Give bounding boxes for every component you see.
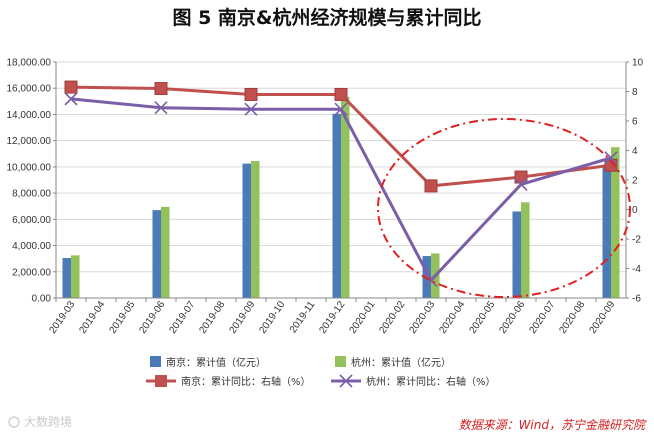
right-axis-tick-label: -6 (632, 294, 641, 305)
left-axis-tick-label: 12,000.00 (7, 136, 52, 147)
x-axis-tick-label: 2019-07 (167, 299, 197, 336)
bar-layer (62, 96, 620, 299)
legend-label: 杭州：累计同比：右轴（%） (366, 375, 496, 388)
x-axis-tick-label: 2019-10 (257, 299, 287, 336)
bar (611, 147, 620, 298)
line-point (424, 179, 438, 193)
x-axis-tick-label: 2019-11 (288, 299, 318, 335)
left-axis-tick-label: 4,000.00 (12, 241, 51, 252)
x-axis-tick-label: 2020-03 (407, 299, 437, 336)
watermark-logo-icon (8, 416, 20, 428)
x-axis-tick-label: 2019-08 (197, 299, 227, 336)
watermark: 大数跨境 (8, 414, 72, 429)
x-axis-tick-label: 2019-04 (77, 299, 107, 336)
legend-label: 杭州：累计值（亿元） (351, 356, 451, 369)
bar (341, 96, 350, 298)
left-axis-tick-label: 14,000.00 (7, 110, 52, 121)
right-axis-tick-label: 8 (632, 87, 638, 98)
legend-label: 南京：累计值（亿元） (166, 356, 266, 369)
bar (152, 210, 161, 298)
x-axis-tick-label: 2019-05 (107, 299, 137, 336)
x-axis-tick-label: 2020-09 (587, 299, 617, 336)
bar (62, 258, 71, 298)
bar (521, 202, 530, 298)
x-axis-tick-label: 2020-05 (467, 299, 497, 336)
legend-label: 南京：累计同比：右轴（%） (181, 375, 311, 388)
axes-layer: 0.00 2,000.00 4,000.00 6,000.00 8,000.00 10,0… (7, 58, 644, 336)
line-point (514, 177, 528, 191)
bar (251, 160, 260, 298)
x-axis-tick-label: 2020-07 (527, 299, 557, 336)
x-axis-tick-label: 2020-02 (377, 299, 407, 336)
bar (161, 206, 170, 298)
legend-swatch (335, 356, 346, 367)
x-axis-tick-label: 2020-04 (437, 299, 467, 336)
legend-marker (155, 375, 167, 387)
left-axis-tick-label: 10,000.00 (7, 162, 52, 173)
line-point (64, 92, 78, 106)
legend-swatch (150, 356, 161, 367)
x-axis-tick-label: 2019-06 (137, 299, 167, 336)
bar (332, 113, 341, 299)
left-axis-tick-label: 8,000.00 (12, 189, 51, 200)
left-axis-tick-label: 6,000.00 (12, 215, 51, 226)
line-point (334, 87, 348, 101)
x-axis-tick-label: 2019-09 (227, 299, 257, 336)
line-point (424, 273, 438, 287)
x-axis-tick-label: 2020-01 (347, 299, 377, 336)
chart-title: 图 5 南京&杭州经济规模与累计同比 (172, 6, 481, 29)
legend-marker (339, 374, 353, 388)
line-point (244, 102, 258, 116)
line-point (244, 87, 258, 101)
x-axis-tick-label: 2020-08 (557, 299, 587, 336)
line-point (604, 151, 618, 165)
watermark-text: 大数跨境 (24, 414, 72, 429)
right-axis-tick-label: 4 (632, 146, 638, 157)
right-axis-tick-label: -2 (632, 235, 641, 246)
line-point (154, 82, 168, 96)
left-axis-tick-label: 18,000.00 (7, 58, 52, 69)
left-axis-tick-label: 2,000.00 (12, 267, 51, 278)
source-note: 数据来源：Wind，苏宁金融研究院 (459, 418, 647, 432)
line-point (334, 102, 348, 116)
right-axis-tick-label: 10 (632, 58, 644, 69)
left-axis-tick-label: 0.00 (32, 294, 52, 305)
right-axis-tick-label: -4 (632, 264, 641, 275)
x-axis-tick-label: 2019-03 (47, 299, 77, 336)
x-axis-tick-label: 2020-06 (497, 299, 527, 336)
bar (71, 255, 80, 298)
line-point (64, 80, 78, 94)
right-axis-tick-label: 2 (632, 176, 638, 187)
line-point (154, 101, 168, 115)
left-axis-tick-label: 16,000.00 (7, 84, 52, 95)
right-axis-tick-label: 0 (632, 205, 638, 216)
line-layer (64, 80, 618, 287)
bar (242, 163, 251, 298)
bar (512, 211, 521, 298)
legend: 南京：累计值（亿元） 杭州：累计值（亿元） 南京：累计同比：右轴（%） 杭州：累计同比… (146, 356, 496, 388)
x-axis-tick-label: 2019-12 (317, 299, 347, 336)
highlight-ellipse (377, 118, 631, 298)
right-axis-tick-label: 6 (632, 117, 638, 128)
bar (602, 165, 611, 298)
